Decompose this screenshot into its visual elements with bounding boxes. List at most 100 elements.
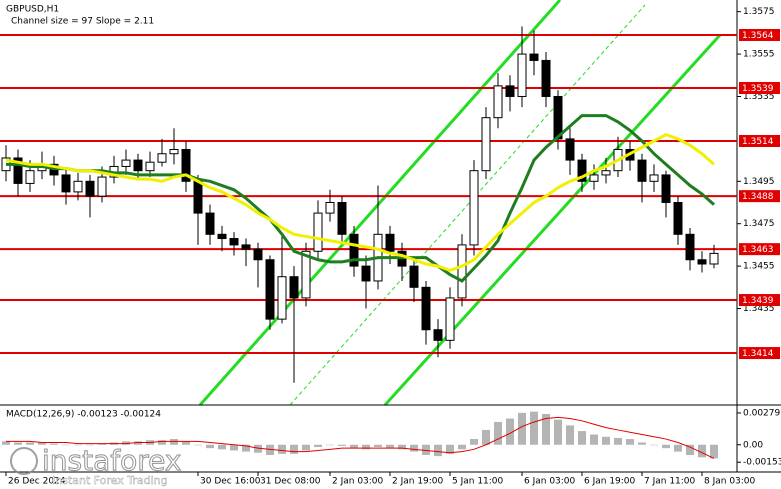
- candle-body: [565, 138, 575, 161]
- macd-bar: [458, 444, 466, 450]
- macd-bar: [182, 441, 190, 445]
- macd-bar: [446, 444, 454, 454]
- candle-body: [577, 159, 587, 182]
- x-tick-label: 2 Jan 03:00: [332, 477, 384, 487]
- candle-body: [433, 329, 443, 341]
- candle-body: [229, 238, 239, 246]
- macd-bar: [710, 444, 718, 459]
- candle-body: [709, 252, 719, 265]
- candle-body: [361, 265, 371, 282]
- macd-bar: [434, 444, 442, 457]
- level-label-box: [739, 347, 780, 360]
- candle-body: [73, 180, 83, 193]
- channel-middle: [289, 4, 646, 406]
- candle-body: [289, 276, 299, 299]
- macd-bar: [314, 444, 322, 448]
- macd-bar: [206, 444, 214, 449]
- candle-body: [337, 202, 347, 235]
- candle-body: [13, 157, 23, 184]
- candle-body: [217, 233, 227, 240]
- macd-bar: [86, 444, 94, 446]
- y-tick-label: 1.3555: [743, 50, 775, 60]
- macd-bar: [650, 444, 658, 446]
- macd-bar: [290, 444, 298, 454]
- macd-bar: [230, 444, 238, 451]
- macd-bar: [566, 425, 574, 445]
- macd-bar: [122, 441, 130, 445]
- macd-bar: [350, 444, 358, 449]
- macd-bar: [554, 419, 562, 445]
- channel-upper: [198, 0, 562, 406]
- macd-bar: [194, 444, 202, 446]
- level-label-box: [739, 81, 780, 94]
- macd-bar: [506, 418, 514, 445]
- x-tick-label: 31 Dec 08:00: [260, 477, 321, 487]
- channel-lower: [383, 33, 722, 407]
- chart-title: GBPUSD,H1: [6, 5, 59, 15]
- y-tick-label: 1.3575: [743, 7, 775, 17]
- macd-bar: [74, 444, 82, 446]
- candle-body: [385, 233, 395, 252]
- candle-body: [601, 170, 611, 176]
- watermark-logo: [10, 447, 38, 475]
- level-label-box: [739, 190, 780, 203]
- macd-bar: [674, 444, 682, 452]
- macd-bar: [14, 442, 22, 445]
- candle-body: [253, 248, 263, 261]
- macd-bar: [62, 444, 70, 446]
- macd-bar: [626, 439, 634, 445]
- candle-body: [61, 174, 71, 193]
- macd-bar: [50, 443, 58, 445]
- macd-bar: [158, 440, 166, 445]
- macd-bar: [2, 441, 10, 445]
- candle-body: [349, 233, 359, 267]
- level-label-box: [739, 294, 780, 307]
- macd-bar: [218, 444, 226, 450]
- candle-body: [493, 85, 503, 119]
- candle-body: [589, 174, 599, 182]
- x-tick-label: 6 Jan 03:00: [524, 477, 576, 487]
- x-tick-label: 2 Jan 19:00: [392, 477, 444, 487]
- level-label: 1.3463: [742, 245, 774, 255]
- candle-body: [445, 297, 455, 341]
- candle-body: [325, 202, 335, 214]
- candle-body: [553, 95, 563, 140]
- x-tick-label: 5 Jan 11:00: [452, 477, 504, 487]
- macd-bar: [542, 413, 550, 445]
- candle-body: [145, 161, 155, 172]
- y-tick-label: 1.3435: [743, 304, 775, 314]
- candle-body: [157, 153, 167, 163]
- macd-bar: [482, 429, 490, 445]
- level-label: 1.3539: [742, 84, 774, 94]
- macd-bar: [662, 444, 670, 449]
- level-label-box: [739, 28, 780, 41]
- candle-body: [505, 85, 515, 97]
- macd-bar: [698, 444, 706, 458]
- macd-bar: [278, 444, 286, 454]
- watermark-tagline: Instant Forex Trading: [52, 474, 168, 487]
- macd-bar: [494, 421, 502, 445]
- moving-average: [6, 114, 715, 283]
- candle-body: [517, 53, 527, 97]
- macd-bar: [386, 444, 394, 449]
- y-tick-label: 1.3475: [743, 219, 775, 229]
- level-label: 1.3488: [742, 192, 774, 202]
- regression-channel: [198, 0, 722, 407]
- candle-body: [673, 202, 683, 235]
- macd-bar: [470, 439, 478, 445]
- macd-bar: [266, 444, 274, 456]
- candle-body: [313, 212, 323, 252]
- macd-bar: [134, 441, 142, 445]
- watermark-brand: instaforex: [42, 444, 181, 477]
- macd-bar: [410, 444, 418, 452]
- candle-body: [697, 259, 707, 265]
- y-tick-label: 0.00279: [743, 408, 780, 418]
- candle-body: [85, 180, 95, 197]
- candle-body: [193, 180, 203, 214]
- level-label: 1.3439: [742, 296, 774, 306]
- y-tick-label: 1.3455: [743, 262, 775, 272]
- macd-bar: [590, 434, 598, 445]
